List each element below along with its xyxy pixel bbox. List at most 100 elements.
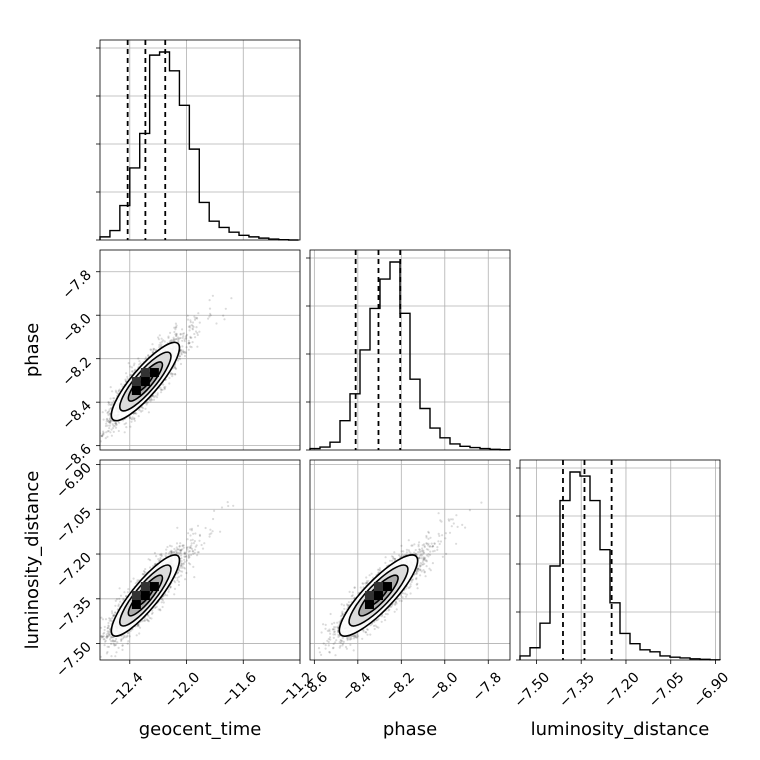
scatter-point	[100, 434, 103, 438]
scatter-point	[175, 332, 178, 335]
panel-geocent_time-vs-luminosity_distance	[97, 459, 301, 661]
scatter-point	[185, 346, 188, 349]
scatter-point	[194, 317, 197, 320]
scatter-point	[111, 423, 114, 426]
scatter-point	[149, 400, 152, 403]
panel-phase-hist	[306, 249, 511, 451]
scatter-point	[189, 534, 192, 537]
scatter-point	[169, 585, 172, 589]
scatter-point	[128, 416, 131, 420]
scatter-point	[174, 581, 177, 584]
scatter-point	[112, 640, 115, 643]
scatter-point	[182, 332, 186, 335]
scatter-point	[191, 328, 194, 331]
scatter-point	[112, 397, 115, 400]
scatter-point	[160, 554, 163, 557]
scatter-point	[178, 545, 181, 548]
panel-frame	[309, 249, 511, 451]
scatter-point	[180, 352, 183, 355]
scatter-point	[131, 418, 134, 421]
scatter-point	[160, 337, 163, 340]
scatter-point	[181, 544, 184, 547]
scatter-point	[193, 551, 196, 555]
scatter-point	[163, 340, 166, 343]
scatter-point	[208, 307, 212, 310]
scatter-point	[175, 334, 178, 338]
scatter-point	[105, 635, 108, 639]
scatter-point	[186, 538, 189, 541]
scatter-point	[118, 587, 121, 590]
scatter-point	[97, 630, 99, 632]
scatter-point	[109, 419, 113, 422]
scatter-point	[153, 396, 156, 399]
scatter-point	[182, 544, 185, 547]
scatter-point	[147, 354, 150, 357]
scatter-point	[107, 413, 110, 416]
scatter-point	[156, 393, 159, 397]
scatter-point	[179, 333, 182, 336]
scatter-point	[125, 372, 128, 375]
scatter-point	[190, 324, 193, 327]
scatter-point	[188, 556, 191, 559]
scatter-point	[115, 643, 118, 646]
scatter-point	[207, 317, 210, 320]
scatter-point	[170, 551, 173, 555]
scatter-point	[190, 336, 193, 339]
scatter-point	[182, 335, 185, 338]
scatter-point	[184, 555, 188, 558]
scatter-point	[161, 599, 164, 602]
scatter-point	[178, 566, 181, 569]
scatter-point	[151, 343, 154, 346]
scatter-point	[196, 554, 199, 557]
scatter-point	[95, 436, 97, 438]
panel-luminosity_distance-hist	[516, 459, 721, 661]
scatter-point	[152, 347, 155, 350]
scatter-point	[189, 326, 192, 329]
scatter-point	[184, 351, 187, 355]
scatter-point	[190, 544, 193, 547]
scatter-point	[211, 530, 214, 533]
scatter-point	[189, 336, 192, 339]
scatter-point	[187, 325, 190, 328]
scatter-point	[174, 338, 177, 341]
scatter-point	[147, 411, 150, 414]
scatter-point	[176, 359, 180, 362]
scatter-point	[115, 423, 118, 427]
scatter-point	[105, 633, 108, 636]
scatter-point	[138, 632, 141, 635]
scatter-point	[107, 420, 110, 423]
scatter-point	[114, 599, 117, 603]
scatter-point	[183, 340, 186, 343]
scatter-point	[180, 353, 183, 356]
scatter-point	[192, 565, 195, 569]
scatter-point	[108, 617, 111, 620]
scatter-point	[175, 550, 178, 554]
panel-content	[97, 501, 235, 658]
scatter-point	[174, 326, 177, 329]
scatter-point	[178, 358, 182, 361]
scatter-point	[175, 334, 178, 337]
scatter-point	[157, 336, 160, 339]
scatter-point	[159, 608, 162, 611]
scatter-point	[106, 411, 109, 415]
scatter-point	[163, 386, 166, 389]
scatter-point	[141, 409, 144, 412]
scatter-point	[112, 430, 115, 433]
scatter-point	[209, 314, 212, 317]
scatter-point	[106, 424, 109, 427]
scatter-point	[146, 401, 150, 404]
scatter-point	[191, 321, 195, 324]
scatter-point	[136, 624, 140, 627]
scatter-point	[109, 635, 112, 638]
scatter-point	[131, 370, 134, 373]
scatter-point	[185, 571, 188, 575]
panel-frame	[99, 39, 301, 241]
scatter-point	[102, 638, 105, 641]
scatter-point	[143, 619, 146, 622]
scatter-point	[106, 635, 109, 638]
scatter-point	[151, 609, 154, 612]
scatter-point	[180, 548, 183, 552]
scatter-point	[187, 554, 191, 557]
scatter-point	[158, 346, 161, 349]
scatter-point	[196, 345, 199, 348]
